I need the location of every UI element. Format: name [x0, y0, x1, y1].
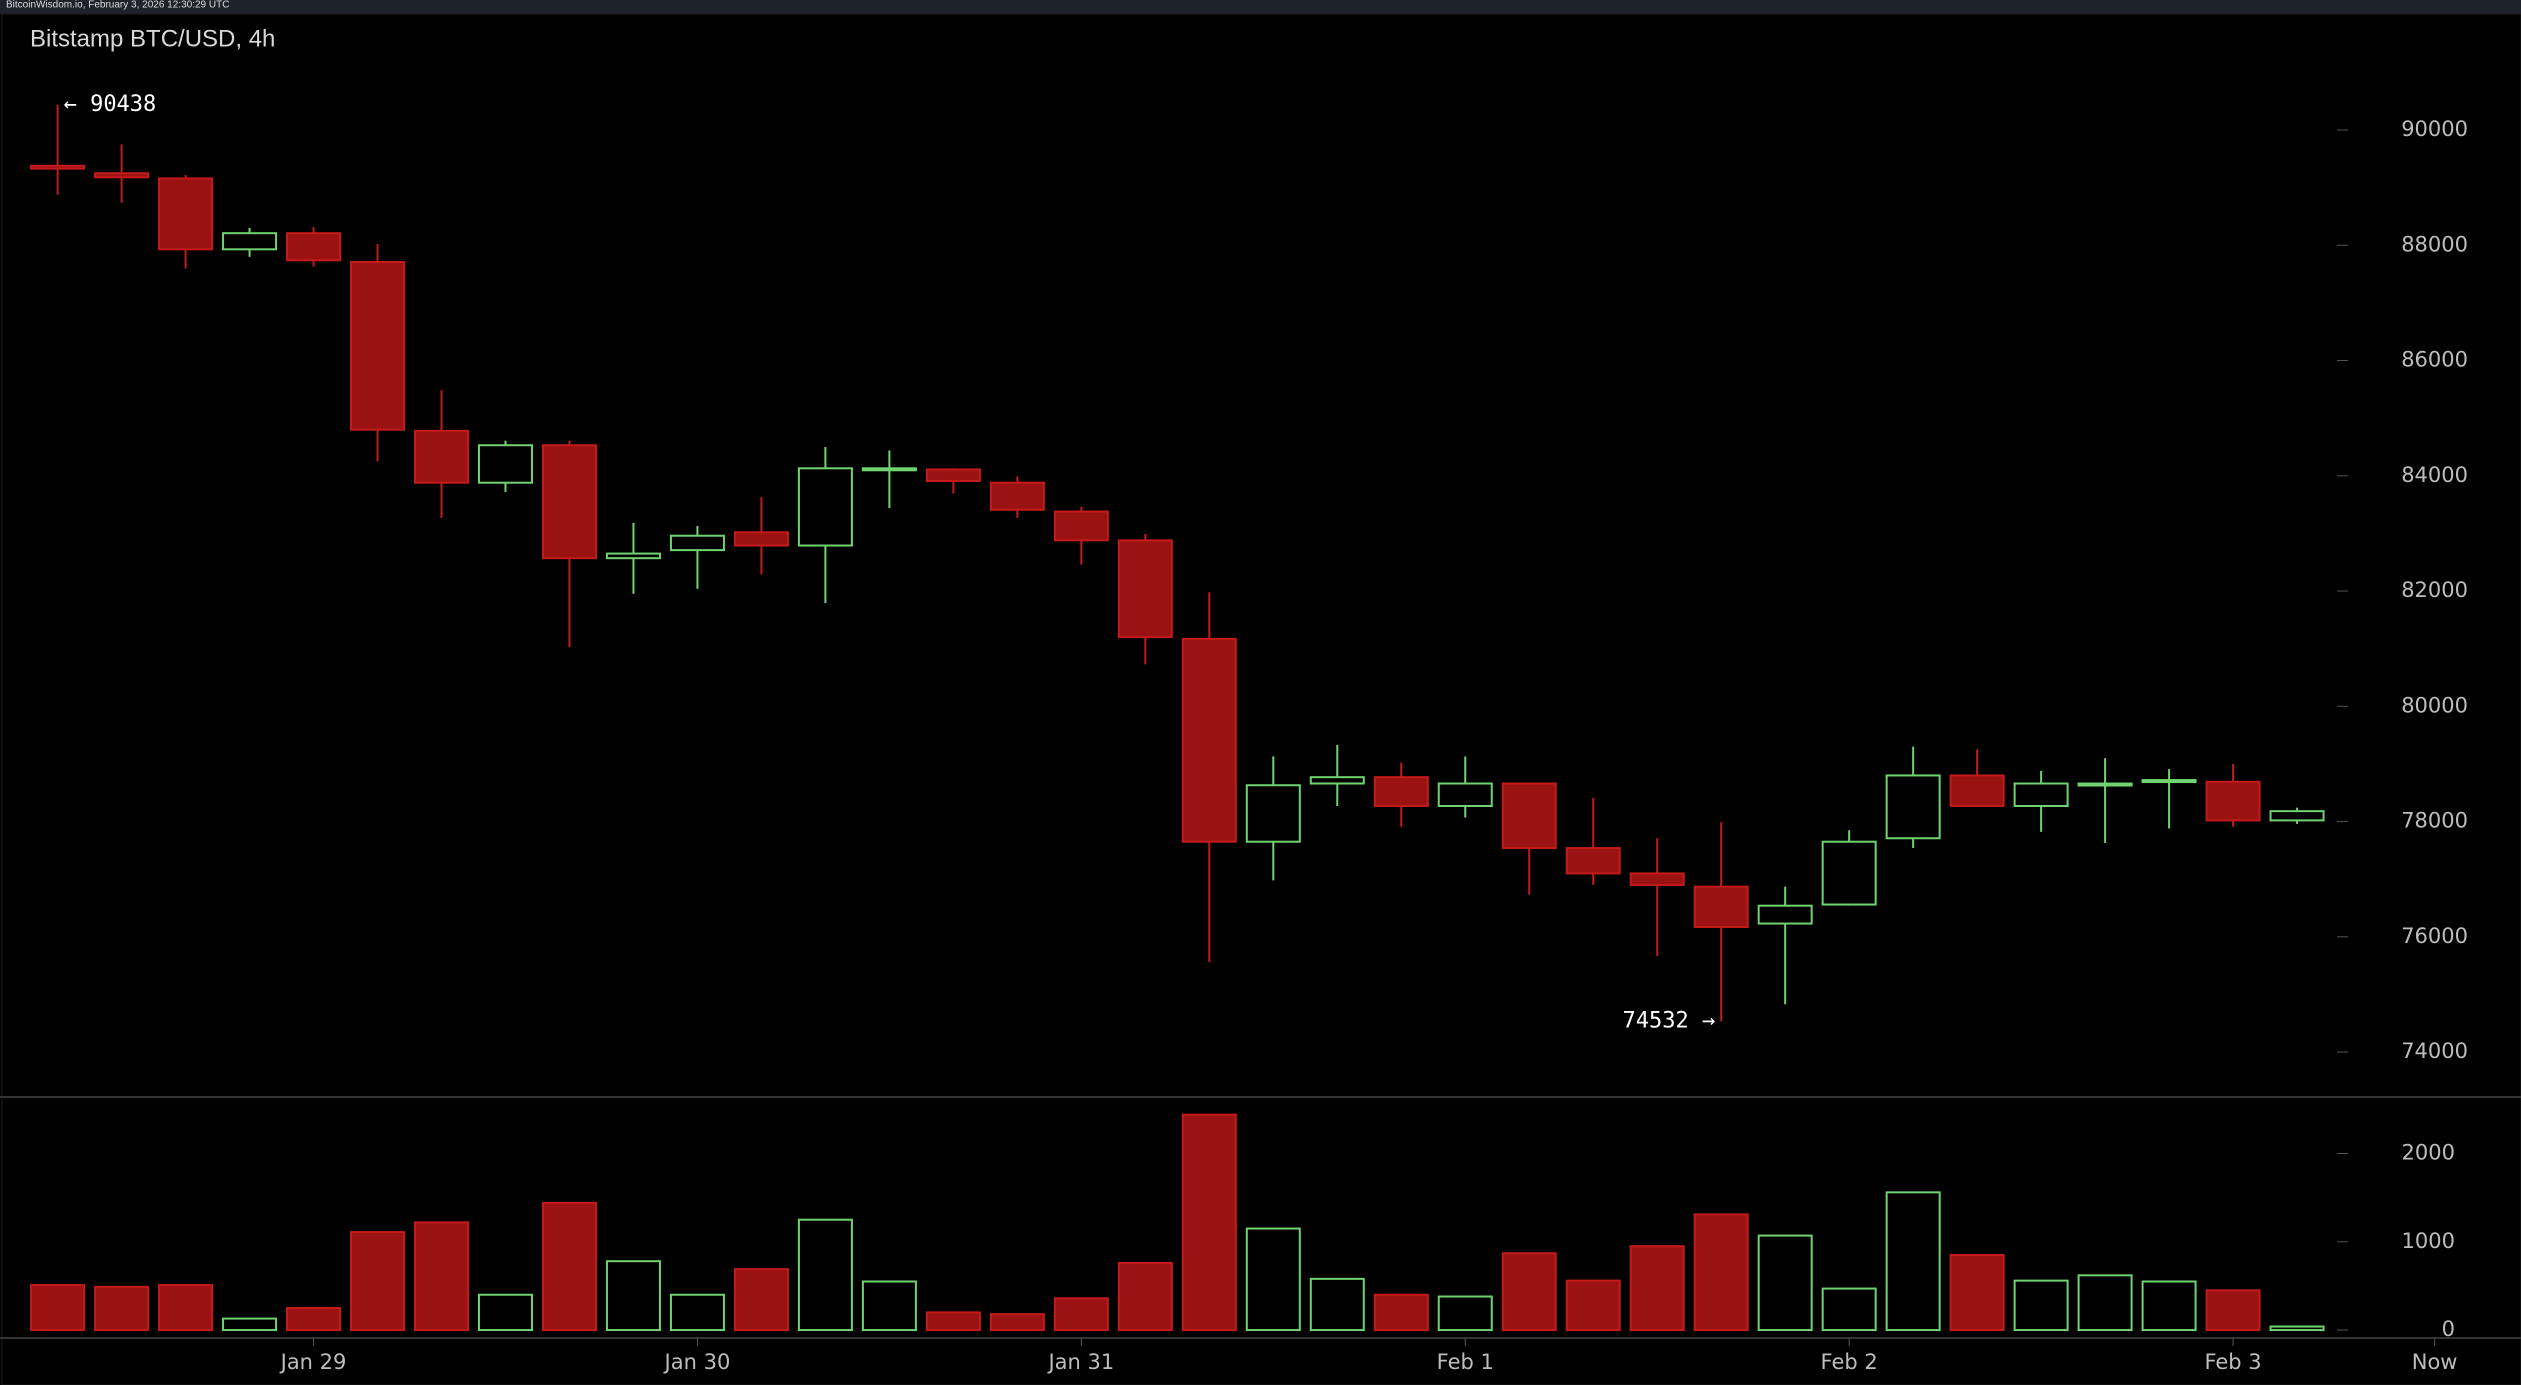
- candle-body: [477, 444, 533, 484]
- x-tick-label: Jan 30: [663, 1350, 731, 1374]
- volume-bar: [1501, 1252, 1557, 1332]
- volume-bar: [861, 1280, 917, 1332]
- candle-body: [669, 534, 725, 552]
- y-tick-label: 80000: [2401, 693, 2468, 717]
- header-text: BitcoinWisdom.io, February 3, 2026 12:30…: [6, 0, 229, 11]
- candle-body: [1437, 782, 1493, 807]
- candle-body: [797, 467, 853, 547]
- y-tick-label: 74000: [2401, 1039, 2468, 1063]
- volume-bar: [1309, 1277, 1365, 1332]
- candle-body: [1949, 774, 2005, 807]
- y-tick-label: 82000: [2401, 578, 2468, 602]
- x-tick-label: Now: [2412, 1350, 2458, 1374]
- volume-bar: [350, 1231, 406, 1332]
- y-tick-label: 88000: [2401, 232, 2468, 256]
- candle-body: [1629, 872, 1685, 886]
- candle-body: [350, 260, 406, 431]
- candle-body: [222, 232, 278, 251]
- candle-body: [1885, 774, 1941, 840]
- volume-bar: [477, 1293, 533, 1332]
- candle-body: [158, 177, 214, 251]
- volume-bar: [1181, 1113, 1237, 1332]
- volume-bar: [413, 1221, 469, 1332]
- volume-bar: [1437, 1295, 1493, 1332]
- volume-bar: [1693, 1213, 1749, 1332]
- volume-bar: [2205, 1289, 2261, 1332]
- candle-body: [605, 552, 661, 560]
- candle-body: [1181, 637, 1237, 843]
- candle-body: [1245, 784, 1301, 843]
- candle-body: [413, 429, 469, 484]
- candle-body: [861, 467, 917, 472]
- volume-bar: [2141, 1280, 2197, 1332]
- extreme-label: ← 90438: [64, 92, 157, 117]
- candle-body: [2013, 782, 2069, 807]
- volume-bar: [1245, 1227, 1301, 1332]
- volume-bar: [1885, 1191, 1941, 1332]
- x-tick-label: Feb 2: [1821, 1350, 1878, 1374]
- y-tick-label: 78000: [2401, 809, 2468, 833]
- candle-body: [286, 232, 342, 262]
- candle-body: [541, 444, 597, 560]
- volume-bar: [1757, 1234, 1813, 1332]
- candle-body: [2269, 810, 2325, 822]
- volume-bar: [2077, 1274, 2133, 1332]
- volume-bar: [1053, 1297, 1109, 1332]
- candle-body: [1373, 776, 1429, 807]
- candle-body: [1565, 847, 1621, 875]
- volume-bar: [989, 1313, 1045, 1332]
- candle-body: [1053, 510, 1109, 542]
- volume-bar: [158, 1284, 214, 1332]
- x-tick-label: Feb 1: [1437, 1350, 1494, 1374]
- volume-bar: [2013, 1279, 2069, 1332]
- volume-bar: [733, 1268, 789, 1332]
- candle-body: [94, 172, 150, 179]
- volume-bar: [2269, 1325, 2325, 1332]
- candle-body: [1821, 840, 1877, 906]
- y-tick-label: 90000: [2401, 117, 2468, 141]
- candle-body: [1757, 904, 1813, 925]
- extreme-label: 74532 →: [1622, 1008, 1715, 1033]
- candle-body: [2077, 782, 2133, 787]
- volume-bar: [94, 1285, 150, 1332]
- volume-bar: [1565, 1279, 1621, 1332]
- x-tick-label: Jan 31: [1046, 1350, 1114, 1374]
- candle-body: [1117, 539, 1173, 639]
- frame: [1, 13, 2521, 1385]
- volume-bar: [30, 1284, 86, 1332]
- y-tick-label: 76000: [2401, 924, 2468, 948]
- volume-bar: [1949, 1254, 2005, 1332]
- y-tick-label: 86000: [2401, 348, 2468, 372]
- y-tick-label: 84000: [2401, 463, 2468, 487]
- x-tick-label: Jan 29: [279, 1350, 347, 1374]
- volume-bar: [925, 1311, 981, 1332]
- candle-body: [2205, 780, 2261, 822]
- volume-tick-label: 2000: [2402, 1140, 2455, 1164]
- volume-bar: [1821, 1287, 1877, 1332]
- volume-bar: [605, 1260, 661, 1332]
- candle-body: [30, 164, 86, 170]
- header-bar: [0, 0, 2521, 14]
- volume-bar: [1117, 1261, 1173, 1332]
- volume-bar: [541, 1201, 597, 1332]
- x-tick-label: Feb 3: [2204, 1350, 2261, 1374]
- volume-tick-label: 0: [2442, 1317, 2455, 1341]
- volume-bar: [797, 1218, 853, 1332]
- chart-title: Bitstamp BTC/USD, 4h: [30, 25, 275, 52]
- volume-bar: [222, 1317, 278, 1332]
- volume-tick-label: 1000: [2402, 1229, 2455, 1253]
- volume-bar: [1629, 1245, 1685, 1332]
- volume-bar: [669, 1293, 725, 1332]
- candle-body: [733, 531, 789, 547]
- candle-body: [989, 481, 1045, 511]
- candle-body: [2141, 779, 2197, 784]
- candle-body: [1693, 885, 1749, 929]
- candle-body: [1309, 776, 1365, 785]
- candle-body: [1501, 782, 1557, 850]
- candle-body: [925, 468, 981, 482]
- volume-bar: [1373, 1293, 1429, 1332]
- volume-bar: [286, 1306, 342, 1332]
